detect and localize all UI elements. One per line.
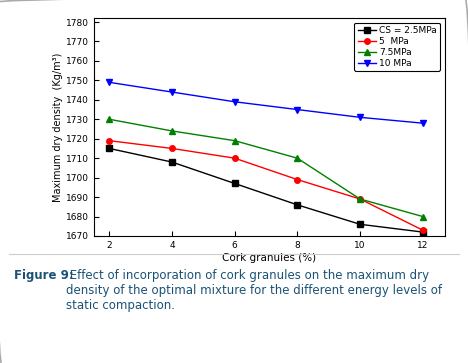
CS = 2.5MPa (232, 181, 237, 185)
7.5MPa (420, 214, 425, 219)
7.5MPa (169, 129, 175, 133)
Legend: CS = 2.5MPa, 5  MPa, 7.5MPa, 10 MPa: CS = 2.5MPa, 5 MPa, 7.5MPa, 10 MPa (354, 23, 440, 71)
5  MPa (106, 138, 112, 143)
CS = 2.5MPa (106, 146, 112, 151)
5  MPa (357, 197, 363, 201)
CS = 2.5MPa (169, 160, 175, 164)
7.5MPa (106, 117, 112, 122)
CS = 2.5MPa (357, 222, 363, 227)
10 MPa (169, 90, 175, 94)
7.5MPa (357, 197, 363, 201)
Line: 5  MPa: 5 MPa (107, 138, 425, 233)
5  MPa (420, 228, 425, 232)
10 MPa (294, 107, 300, 112)
7.5MPa (294, 156, 300, 160)
5  MPa (169, 146, 175, 151)
X-axis label: Cork granules (%): Cork granules (%) (222, 253, 316, 262)
Text: Effect of incorporation of cork granules on the maximum dry density of the optim: Effect of incorporation of cork granules… (66, 269, 441, 311)
Line: 10 MPa: 10 MPa (107, 79, 425, 126)
7.5MPa (232, 138, 237, 143)
5  MPa (232, 156, 237, 160)
10 MPa (357, 115, 363, 119)
CS = 2.5MPa (420, 230, 425, 234)
10 MPa (232, 99, 237, 104)
Y-axis label: Maximum dry density  (Kg/m³): Maximum dry density (Kg/m³) (53, 52, 63, 202)
Text: Figure 9:: Figure 9: (14, 269, 74, 282)
5  MPa (294, 178, 300, 182)
10 MPa (420, 121, 425, 125)
Line: 7.5MPa: 7.5MPa (107, 117, 425, 219)
Line: CS = 2.5MPa: CS = 2.5MPa (107, 146, 425, 235)
CS = 2.5MPa (294, 203, 300, 207)
10 MPa (106, 80, 112, 85)
